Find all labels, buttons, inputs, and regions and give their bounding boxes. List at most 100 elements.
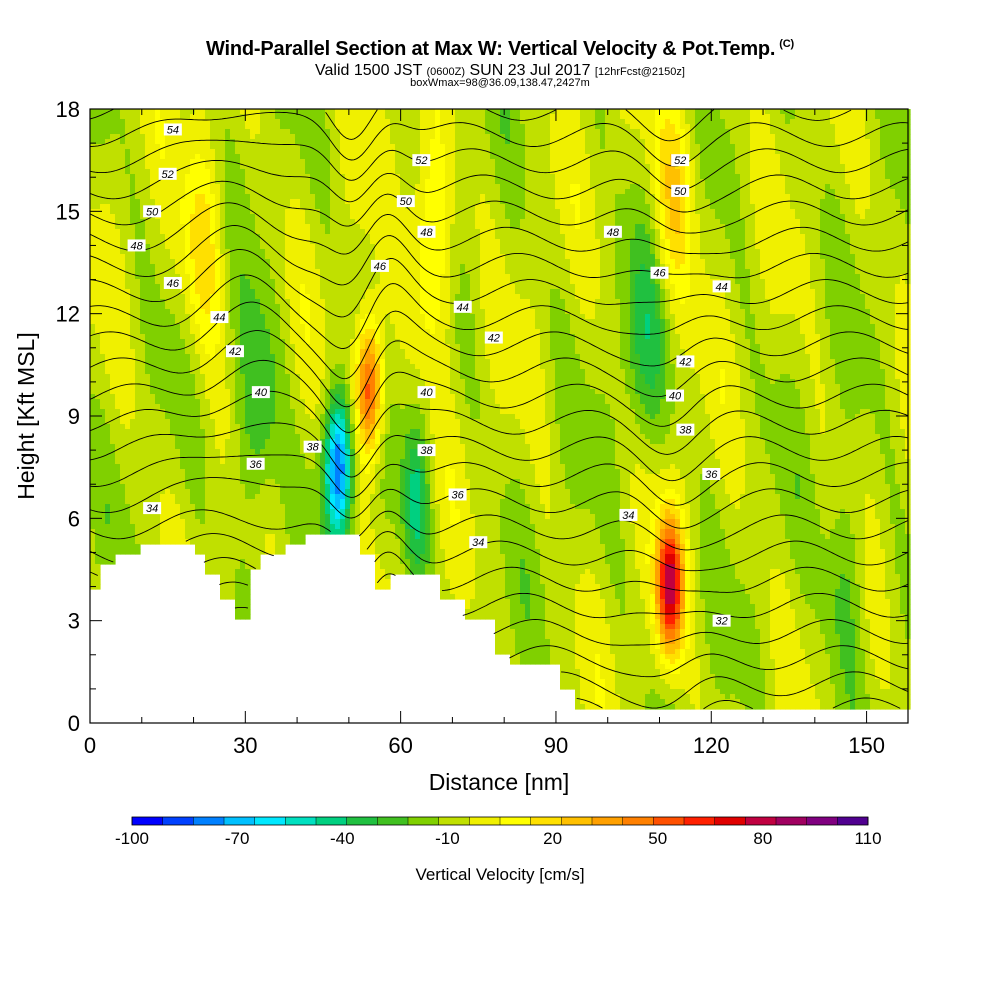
w-cell [195,529,201,535]
w-cell [225,534,231,540]
w-cell [225,244,231,250]
w-cell [330,494,336,500]
w-cell [360,394,366,400]
w-cell [110,519,116,525]
w-cell [135,254,141,260]
w-cell [275,239,281,245]
w-cell [345,119,351,125]
w-cell [300,254,306,260]
w-cell [285,514,291,520]
w-cell [260,234,266,240]
w-cell [250,249,256,255]
w-cell [110,419,116,425]
w-cell [115,504,121,510]
w-cell [115,539,121,545]
w-cell [245,164,251,170]
w-cell [245,299,251,305]
w-cell [130,344,136,350]
w-cell [295,539,301,545]
w-cell [240,304,246,310]
w-cell [290,339,296,345]
w-cell [150,109,156,115]
w-cell [265,274,271,280]
w-cell [195,109,201,115]
w-cell [245,354,251,360]
w-cell [295,339,301,345]
w-cell [300,264,306,270]
w-cell [330,269,336,275]
w-cell [165,529,171,535]
w-cell [95,249,101,255]
w-cell [275,424,281,430]
w-cell [210,564,216,570]
w-cell [140,479,146,485]
w-cell [250,194,256,200]
w-cell [100,119,106,125]
w-cell [265,489,271,495]
w-cell [345,309,351,315]
w-cell [360,179,366,185]
w-cell [315,124,321,130]
w-cell [90,294,96,300]
w-cell [115,324,121,330]
w-cell [205,254,211,260]
w-cell [270,144,276,150]
w-cell [165,194,171,200]
w-cell [345,329,351,335]
w-cell [280,179,286,185]
w-cell [145,329,151,335]
w-cell [165,324,171,330]
w-cell [200,474,206,480]
w-cell [175,154,181,160]
w-cell [340,504,346,510]
w-cell [165,359,171,365]
w-cell [305,224,311,230]
w-cell [350,224,356,230]
w-cell [185,204,191,210]
w-cell [215,254,221,260]
w-cell [290,389,296,395]
w-cell [260,289,266,295]
w-cell [140,399,146,405]
w-cell [140,249,146,255]
w-cell [345,114,351,120]
w-cell [365,124,371,130]
w-cell [130,259,136,265]
w-cell [200,509,206,515]
w-cell [220,279,226,285]
w-cell [190,284,196,290]
w-cell [185,464,191,470]
w-cell [360,329,366,335]
w-cell [360,134,366,140]
w-cell [330,124,336,130]
w-cell [90,409,96,415]
w-cell [140,384,146,390]
w-cell [125,379,131,385]
w-cell [180,319,186,325]
w-cell [345,299,351,305]
w-cell [200,519,206,525]
w-cell [290,384,296,390]
w-cell [160,224,166,230]
w-cell [245,599,251,605]
w-cell [300,469,306,475]
w-cell [220,229,226,235]
w-cell [155,364,161,370]
w-cell [205,229,211,235]
w-cell [275,364,281,370]
w-cell [165,514,171,520]
w-cell [280,159,286,165]
w-cell [125,304,131,310]
w-cell [260,259,266,265]
w-cell [350,479,356,485]
w-cell [310,329,316,335]
w-cell [230,279,236,285]
w-cell [235,589,241,595]
w-cell [205,269,211,275]
w-cell [345,304,351,310]
w-cell [210,449,216,455]
w-cell [150,424,156,430]
w-cell [305,264,311,270]
w-cell [290,229,296,235]
w-cell [140,529,146,535]
